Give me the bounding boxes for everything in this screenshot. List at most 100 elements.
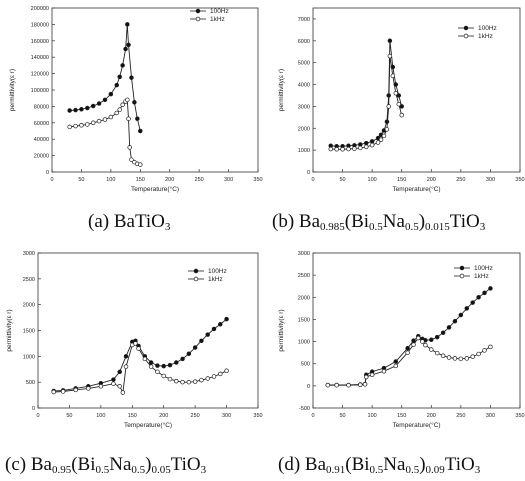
- data-point-100Hz: [126, 42, 131, 48]
- data-point-1kHz: [411, 342, 416, 347]
- x-tick-label: 50: [340, 177, 346, 183]
- data-point-1kHz: [328, 146, 333, 152]
- data-point-1kHz: [358, 145, 363, 151]
- data-point-100Hz: [67, 108, 72, 113]
- data-point-1kHz: [73, 123, 78, 129]
- data-point-1kHz: [224, 368, 229, 374]
- data-point-1kHz: [363, 144, 369, 150]
- data-point-1kHz: [136, 346, 141, 351]
- data-point-1kHz: [386, 104, 391, 109]
- x-tick-label: 200: [165, 177, 174, 183]
- data-point-1kHz: [108, 114, 114, 120]
- data-point-1kHz: [120, 102, 125, 108]
- data-point-100Hz: [211, 326, 217, 332]
- plot-frame: [51, 7, 259, 173]
- data-point-1kHz: [73, 387, 78, 393]
- data-point-100Hz: [429, 337, 434, 343]
- data-point-1kHz: [86, 386, 91, 391]
- legend-label-100Hz: 100Hz: [208, 268, 227, 275]
- caption-c: (c) Ba0.95(Bi0.5Na0.5)0.05TiO3: [5, 454, 207, 476]
- legend-label-100Hz: 100Hz: [474, 265, 493, 272]
- data-point-1kHz: [393, 363, 399, 369]
- x-axis-label: Temperature(°C): [392, 185, 440, 193]
- chart-panel-c: 0 50 100 150 200 250 300 350 0 500 1000 1500 2000 250…: [6, 251, 263, 429]
- data-point-1kHz: [384, 127, 390, 132]
- data-point-1kHz: [155, 369, 160, 375]
- data-point-1kHz: [192, 379, 198, 384]
- data-point-1kHz: [133, 341, 138, 346]
- data-point-1kHz: [148, 364, 154, 369]
- y-tick-label: 160000: [31, 39, 49, 45]
- x-tick-label: 0: [311, 413, 314, 419]
- series-line-1kHz: [53, 342, 227, 395]
- data-point-1kHz: [161, 373, 166, 379]
- x-tick-label: 100: [96, 413, 105, 419]
- data-point-1kHz: [446, 355, 452, 360]
- series-line-100Hz: [327, 288, 491, 386]
- data-point-1kHz: [458, 356, 464, 362]
- y-tick-label: 80000: [34, 104, 49, 110]
- data-point-1kHz: [416, 335, 421, 341]
- data-point-100Hz: [123, 46, 128, 52]
- data-point-100Hz: [167, 362, 173, 368]
- data-point-100Hz: [464, 306, 470, 311]
- data-point-1kHz: [387, 53, 393, 59]
- y-tick-label: 60000: [34, 121, 49, 127]
- data-point-100Hz: [96, 101, 102, 106]
- data-point-100Hz: [434, 334, 440, 340]
- y-tick-label: 2500: [298, 273, 310, 279]
- data-point-100Hz: [108, 91, 114, 97]
- caption-a: (a) BaTiO3: [88, 211, 171, 233]
- legend-marker-100Hz: [195, 8, 201, 14]
- data-point-1kHz: [199, 377, 204, 383]
- data-point-1kHz: [129, 157, 134, 162]
- data-point-100Hz: [192, 345, 198, 350]
- data-point-1kHz: [420, 339, 425, 344]
- y-tick-label: 2000: [298, 295, 310, 301]
- legend-label-1kHz: 1kHz: [478, 33, 493, 40]
- x-tick-label: 300: [222, 413, 231, 419]
- data-point-100Hz: [369, 139, 375, 144]
- plot-frame: [37, 252, 259, 409]
- data-point-1kHz: [375, 140, 381, 145]
- y-tick-label: 2000: [298, 126, 310, 132]
- data-point-1kHz: [123, 364, 129, 369]
- data-point-100Hz: [120, 63, 125, 68]
- y-tick-label: 500: [301, 362, 310, 368]
- x-tick-label: 250: [191, 413, 200, 419]
- data-point-100Hz: [387, 38, 393, 44]
- y-tick-label: 500: [26, 380, 35, 386]
- data-point-1kHz: [111, 381, 116, 386]
- data-point-100Hz: [123, 354, 129, 359]
- data-point-1kHz: [340, 147, 345, 152]
- legend-marker-1kHz: [193, 276, 199, 282]
- data-point-1kHz: [334, 382, 339, 388]
- y-tick-label: 7000: [298, 17, 310, 23]
- x-tick-label: 100: [368, 177, 377, 183]
- data-point-100Hz: [114, 82, 119, 88]
- data-point-100Hz: [125, 22, 130, 27]
- y-tick-label: 3000: [298, 251, 310, 257]
- data-point-1kHz: [51, 389, 56, 395]
- y-tick-label: 5000: [298, 61, 310, 67]
- legend-label-1kHz: 1kHz: [210, 16, 225, 23]
- y-tick-label: 1500: [298, 317, 310, 323]
- data-point-1kHz: [362, 382, 368, 387]
- data-point-100Hz: [85, 105, 90, 111]
- series-line-1kHz: [327, 337, 491, 386]
- y-tick-label: 2500: [23, 277, 35, 283]
- data-point-100Hz: [79, 107, 84, 112]
- legend-marker-100Hz: [459, 265, 465, 271]
- y-tick-label: 40000: [34, 137, 49, 143]
- y-tick-label: 2000: [23, 303, 35, 309]
- data-point-1kHz: [470, 354, 475, 359]
- data-point-1kHz: [114, 110, 119, 116]
- x-tick-label: 250: [456, 413, 465, 419]
- x-tick-label: 350: [515, 177, 524, 183]
- y-tick-label: 0: [307, 170, 310, 176]
- data-point-1kHz: [399, 112, 404, 118]
- y-tick-label: 180000: [31, 22, 49, 28]
- x-tick-label: 300: [224, 177, 233, 183]
- data-point-100Hz: [73, 107, 78, 113]
- data-point-1kHz: [205, 376, 210, 381]
